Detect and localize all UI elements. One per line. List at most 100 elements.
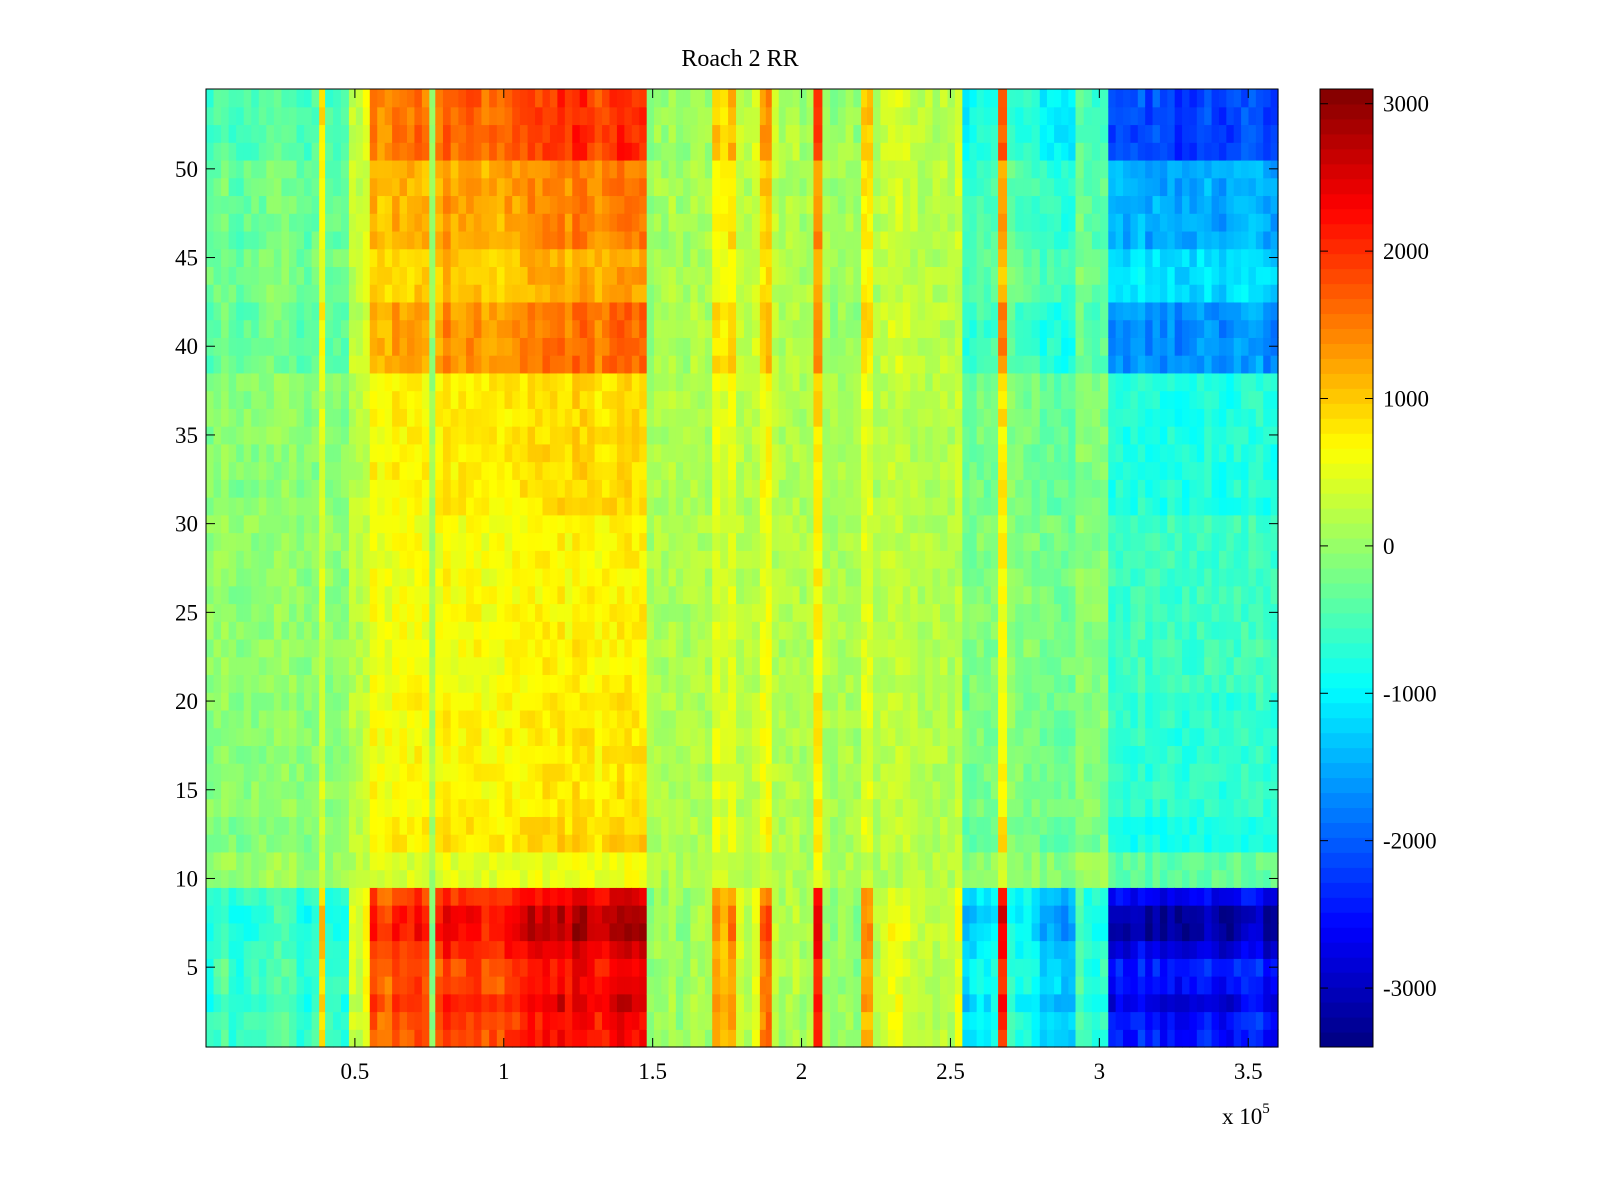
heatmap-cell bbox=[519, 426, 529, 445]
heatmap-cell bbox=[861, 461, 868, 480]
heatmap-cell bbox=[519, 638, 529, 658]
heatmap-cell bbox=[690, 780, 699, 800]
heatmap-cell bbox=[362, 958, 371, 977]
heatmap-cell bbox=[340, 142, 350, 161]
heatmap-cell bbox=[557, 177, 566, 197]
heatmap-cell bbox=[384, 568, 393, 587]
heatmap-cell bbox=[759, 905, 767, 924]
heatmap-cell bbox=[806, 479, 815, 498]
heatmap-cell bbox=[594, 568, 603, 587]
heatmap-cell bbox=[221, 798, 230, 817]
heatmap-cell bbox=[435, 426, 444, 445]
heatmap-cell bbox=[759, 443, 767, 463]
heatmap-cell bbox=[609, 993, 618, 1013]
heatmap-cell bbox=[557, 461, 566, 480]
heatmap-cell bbox=[668, 106, 677, 126]
heatmap-cell bbox=[564, 248, 573, 268]
heatmap-cell bbox=[304, 887, 313, 906]
heatmap-cell bbox=[845, 124, 854, 143]
heatmap-cell bbox=[564, 177, 573, 197]
heatmap-cell bbox=[861, 337, 868, 356]
heatmap-cell bbox=[384, 479, 393, 498]
heatmap-cell bbox=[799, 390, 808, 409]
heatmap-cell bbox=[236, 497, 245, 516]
heatmap-cell bbox=[646, 887, 655, 906]
heatmap-cell bbox=[771, 603, 780, 622]
heatmap-cell bbox=[704, 461, 713, 480]
heatmap-cell bbox=[759, 372, 767, 392]
heatmap-cell bbox=[435, 656, 444, 676]
heatmap-cell bbox=[519, 230, 529, 250]
heatmap-cell bbox=[535, 745, 544, 764]
heatmap-cell bbox=[765, 727, 773, 747]
heatmap-cell bbox=[778, 585, 787, 605]
heatmap-cell bbox=[213, 159, 222, 179]
heatmap-cell bbox=[549, 940, 558, 959]
chart-title: Roach 2 RR bbox=[681, 46, 798, 72]
heatmap-cell bbox=[602, 355, 611, 374]
heatmap-cell bbox=[653, 213, 662, 232]
heatmap-cell bbox=[743, 674, 753, 693]
heatmap-cell bbox=[466, 266, 475, 285]
heatmap-cell bbox=[429, 922, 436, 942]
heatmap-cell bbox=[557, 940, 566, 959]
heatmap-cell bbox=[867, 674, 874, 693]
heatmap-cell bbox=[458, 940, 467, 959]
heatmap-cell bbox=[392, 798, 401, 817]
heatmap-cell bbox=[206, 1029, 215, 1048]
heatmap-cell bbox=[333, 869, 342, 888]
heatmap-cell bbox=[296, 887, 305, 906]
heatmap-cell bbox=[880, 851, 889, 871]
heatmap-cell bbox=[697, 887, 706, 906]
heatmap-cell bbox=[450, 301, 459, 321]
heatmap-cell bbox=[690, 408, 699, 427]
heatmap-cell bbox=[421, 266, 430, 285]
heatmap-cell bbox=[377, 692, 386, 711]
heatmap-cell bbox=[867, 532, 874, 551]
heatmap-cell bbox=[442, 1011, 452, 1030]
heatmap-cell bbox=[799, 266, 808, 285]
heatmap-cell bbox=[414, 798, 423, 817]
heatmap-cell bbox=[399, 674, 408, 693]
heatmap-cell bbox=[527, 532, 536, 551]
heatmap-cell bbox=[683, 869, 691, 888]
heatmap-cell bbox=[751, 763, 761, 782]
heatmap-cell bbox=[429, 709, 436, 729]
heatmap-cell bbox=[288, 550, 298, 569]
heatmap-cell bbox=[697, 585, 706, 605]
heatmap-cell bbox=[450, 479, 459, 498]
heatmap-cell bbox=[861, 177, 868, 197]
heatmap-cell bbox=[631, 816, 640, 835]
heatmap-cell bbox=[704, 159, 713, 179]
heatmap-cell bbox=[675, 585, 684, 605]
heatmap-cell bbox=[602, 603, 611, 622]
heatmap-cell bbox=[221, 266, 230, 285]
heatmap-cell bbox=[473, 106, 483, 126]
heatmap-cell bbox=[377, 106, 386, 126]
heatmap-cell bbox=[594, 656, 603, 676]
heatmap-cell bbox=[853, 816, 862, 835]
heatmap-cell bbox=[527, 603, 536, 622]
heatmap-cell bbox=[333, 1029, 342, 1048]
heatmap-cell bbox=[579, 497, 588, 516]
heatmap-cell bbox=[661, 266, 670, 285]
heatmap-cell bbox=[496, 319, 506, 338]
heatmap-cell bbox=[251, 497, 260, 516]
heatmap-cell bbox=[435, 709, 444, 729]
heatmap-cell bbox=[206, 213, 215, 232]
heatmap-cell bbox=[837, 887, 847, 906]
heatmap-cell bbox=[377, 337, 386, 356]
heatmap-cell bbox=[765, 851, 773, 871]
heatmap-cell bbox=[527, 816, 536, 835]
heatmap-cell bbox=[273, 585, 283, 605]
heatmap-cell bbox=[771, 692, 780, 711]
heatmap-cell bbox=[243, 851, 252, 871]
heatmap-cell bbox=[616, 940, 625, 959]
heatmap-cell bbox=[765, 195, 773, 214]
heatmap-cell bbox=[384, 266, 393, 285]
heatmap-cell bbox=[609, 532, 618, 551]
heatmap-cell bbox=[206, 834, 215, 853]
heatmap-cell bbox=[333, 124, 342, 143]
heatmap-cell bbox=[319, 177, 326, 197]
heatmap-cell bbox=[251, 834, 260, 853]
